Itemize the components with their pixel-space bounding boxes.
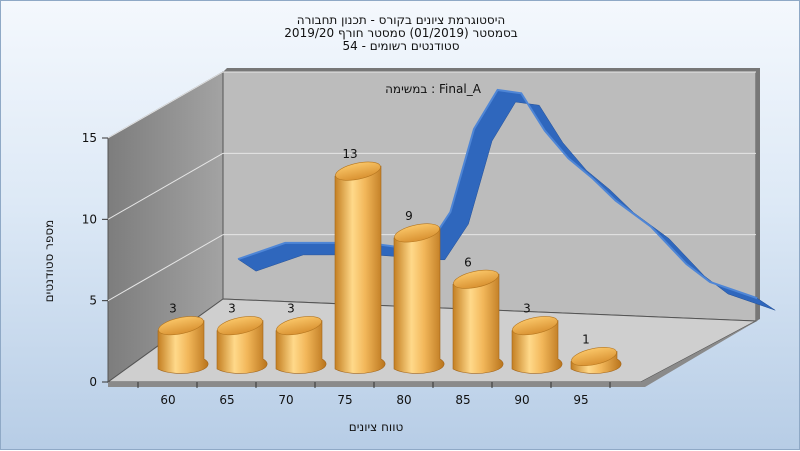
- bar-body: [393, 227, 445, 374]
- bar-value-label: 3: [228, 302, 236, 316]
- x-tick-label: 70: [278, 393, 293, 407]
- bar-value-label: 9: [405, 209, 413, 223]
- side-gridline: [107, 234, 224, 302]
- bar: 9: [393, 209, 445, 374]
- bar: 3: [216, 302, 268, 374]
- x-tick-label: 60: [160, 393, 175, 407]
- x-axis: 60 65 70 75 80 85 90 95: [137, 382, 611, 407]
- bar-top: [453, 269, 499, 289]
- bar: 3: [157, 302, 209, 374]
- x-tick-label: 65: [219, 393, 234, 407]
- x-tick-label: 95: [573, 393, 588, 407]
- side-gridline: [107, 71, 224, 139]
- bars: 3 3 3 13 9 6 3 1: [157, 147, 622, 374]
- chart-title-line-1: היסטוגרמת ציונים בקורס - תכנון תחבורה: [296, 13, 506, 27]
- bar-value-label: 3: [523, 302, 531, 316]
- bar: 3: [511, 302, 563, 374]
- bar-body: [452, 273, 504, 374]
- bar: 13: [334, 147, 386, 374]
- y-axis: 0 5 10 15: [82, 131, 108, 389]
- bar-top: [394, 223, 440, 243]
- x-axis-label: טווח ציונים: [348, 420, 404, 434]
- bar-top: [158, 316, 204, 336]
- bar-body: [334, 165, 386, 374]
- bar-value-label: 3: [287, 302, 295, 316]
- bar-top: [571, 347, 617, 367]
- chart-title-line-2: בסמסטר (01/2019) סמסטר חורף 2019/20: [284, 26, 518, 40]
- bar: 3: [275, 302, 327, 374]
- y-tick-label: 10: [82, 212, 97, 226]
- x-tick-label: 75: [337, 393, 352, 407]
- bar-value-label: 1: [582, 333, 590, 347]
- chart-title-line-3: סטודנטים רשומים - 54: [342, 39, 460, 53]
- x-tick-label: 90: [514, 393, 529, 407]
- bar-top: [217, 316, 263, 336]
- x-tick-label: 85: [455, 393, 470, 407]
- y-tick-label: 5: [89, 294, 97, 308]
- x-tick-label: 80: [396, 393, 411, 407]
- y-axis-label: מספר סטודנטים: [42, 219, 56, 303]
- bar-top: [276, 316, 322, 336]
- bar-value-label: 3: [169, 302, 177, 316]
- bar: 1: [570, 333, 622, 374]
- chart-annotation: במשימה : Final_A: [385, 82, 482, 96]
- y-tick-label: 0: [89, 375, 97, 389]
- bar-top: [512, 316, 558, 336]
- bar-value-label: 6: [464, 255, 472, 269]
- y-tick-label: 15: [82, 131, 97, 145]
- bar: 6: [452, 255, 504, 374]
- gridlines: [107, 71, 756, 302]
- bar-top: [335, 161, 381, 181]
- bar-value-label: 13: [342, 147, 357, 161]
- side-gridline: [107, 152, 224, 220]
